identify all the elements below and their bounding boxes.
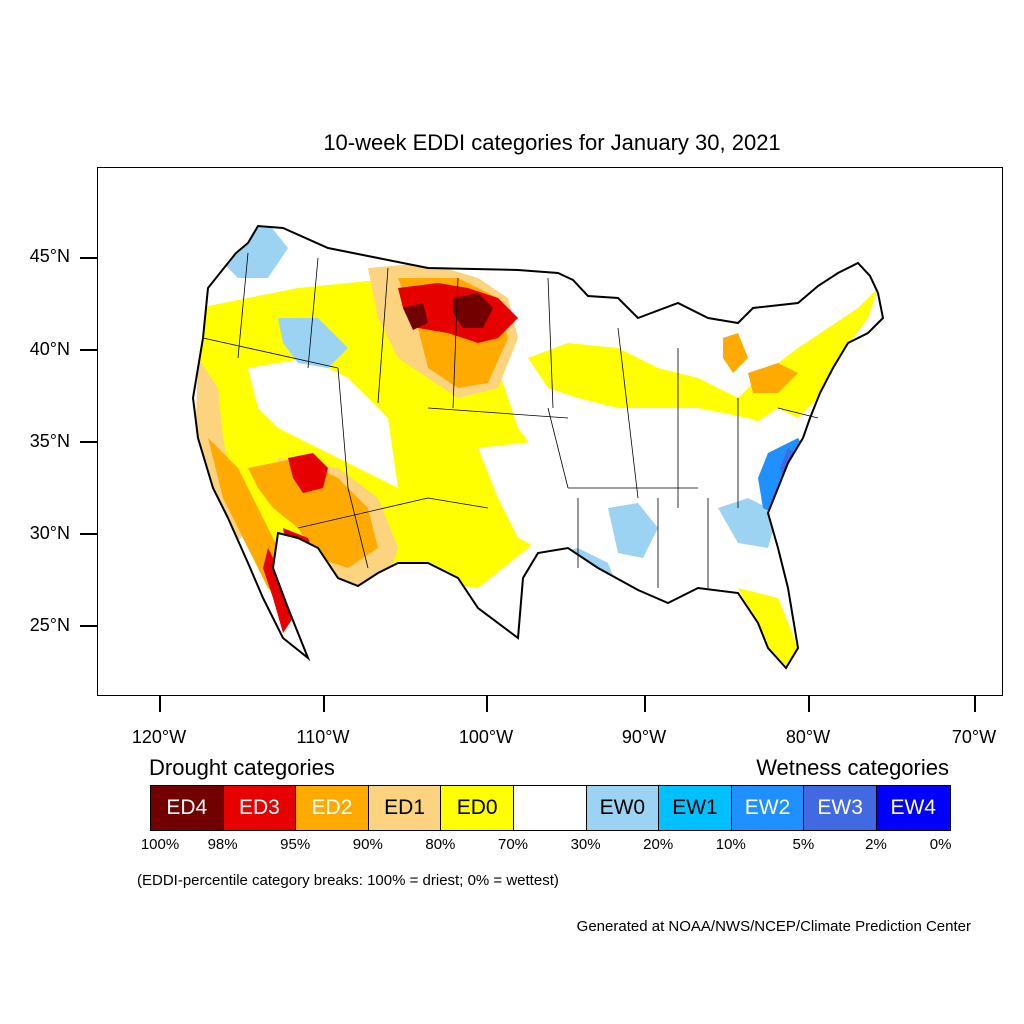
percentile-break-label: 90% <box>352 836 383 853</box>
state-boundaries <box>191 224 885 670</box>
lon-tick-label: 110°W <box>296 727 350 747</box>
legend-category-ew4: EW4 <box>876 786 950 830</box>
lat-tick-label: 35°N <box>29 431 70 451</box>
legend-category-ew1: EW1 <box>659 786 732 830</box>
legend-category-ed4: ED4 <box>151 786 224 830</box>
eddi-category-fill <box>193 226 883 668</box>
percentile-break-label: 70% <box>497 836 529 853</box>
percentile-break-label: 98% <box>207 836 238 853</box>
percentile-break-label: 100% <box>140 836 180 853</box>
percentile-break-label: 2% <box>865 836 887 853</box>
lon-tick-mark <box>644 696 646 712</box>
category-note: (EDDI-percentile category breaks: 100% =… <box>137 872 559 889</box>
lat-tick-label: 45°N <box>29 246 70 266</box>
drought-legend-title: Drought categories <box>149 755 335 780</box>
legend-category-ed1: ED1 <box>368 786 442 830</box>
lon-tick-mark <box>486 696 488 712</box>
lon-tick-label: 80°W <box>785 727 831 747</box>
legend-category-neutral <box>513 786 587 830</box>
wetness-legend-title: Wetness categories <box>756 755 949 780</box>
map-plot-area <box>97 167 1003 696</box>
legend-category-ew0: EW0 <box>586 786 660 830</box>
eddi-map-svg <box>191 224 885 670</box>
legend-category-ed3: ED3 <box>223 786 297 830</box>
percentile-break-label: 30% <box>570 836 601 853</box>
legend-category-ed0: ED0 <box>441 786 514 830</box>
legend-category-ew3: EW3 <box>804 786 877 830</box>
lon-tick-mark <box>974 696 976 712</box>
percentile-break-label: 20% <box>643 836 674 853</box>
map-title: 10-week EDDI categories for January 30, … <box>323 130 781 155</box>
lon-tick-mark <box>323 696 325 712</box>
lat-tick-label: 30°N <box>29 523 70 543</box>
credit-line: Generated at NOAA/NWS/NCEP/Climate Predi… <box>576 918 971 935</box>
lat-tick-mark <box>80 441 97 443</box>
lon-tick-label: 120°W <box>131 727 187 747</box>
lon-tick-label: 100°W <box>458 727 514 747</box>
legend-category-ew2: EW2 <box>731 786 805 830</box>
lat-tick-mark <box>80 349 97 351</box>
lon-tick-label: 90°W <box>621 727 667 747</box>
legend-category-ed2: ED2 <box>296 786 369 830</box>
percentile-break-label: 80% <box>425 836 456 853</box>
percentile-break-label: 0% <box>929 836 952 853</box>
lat-tick-mark <box>80 533 97 535</box>
percentile-break-label: 5% <box>792 836 815 853</box>
lon-tick-mark <box>159 696 161 712</box>
lat-tick-mark <box>80 257 97 259</box>
lon-tick-mark <box>808 696 810 712</box>
percentile-break-label: 10% <box>715 836 746 853</box>
percentile-break-label: 95% <box>280 836 311 853</box>
category-legend: ED4 ED3 ED2 ED1 ED0 EW0 EW1 EW2 EW3 EW4 <box>150 785 951 831</box>
lat-tick-mark <box>80 625 97 627</box>
lat-tick-label: 40°N <box>29 339 70 359</box>
lon-tick-label: 70°W <box>951 727 997 747</box>
lat-tick-label: 25°N <box>29 615 70 635</box>
